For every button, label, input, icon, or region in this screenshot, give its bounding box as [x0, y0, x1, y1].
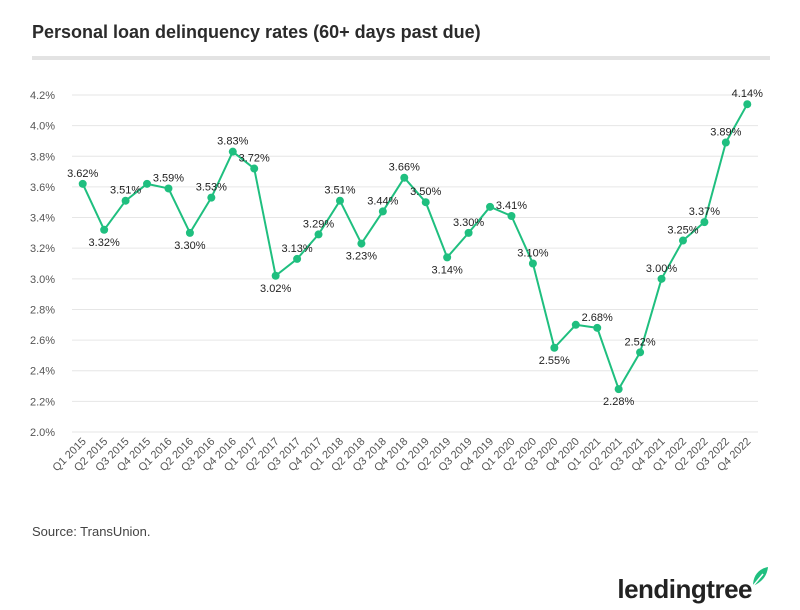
y-tick-label: 4.2% [30, 90, 55, 102]
data-point [185, 228, 194, 237]
data-point [207, 193, 216, 202]
data-point [164, 184, 173, 193]
title-divider [32, 56, 770, 60]
data-point [721, 138, 730, 147]
data-point [293, 254, 302, 263]
data-label: 3.50% [410, 186, 441, 198]
y-tick-label: 2.6% [30, 335, 55, 347]
data-label: 3.29% [303, 218, 334, 230]
data-label: 3.30% [174, 240, 205, 252]
y-tick-label: 2.0% [30, 427, 55, 439]
data-label: 3.59% [153, 172, 184, 184]
data-label: 3.32% [89, 237, 120, 249]
data-label: 3.89% [710, 126, 741, 138]
y-tick-label: 4.0% [30, 121, 55, 133]
data-point [121, 196, 130, 205]
chart-title: Personal loan delinquency rates (60+ day… [32, 22, 481, 42]
data-point [357, 239, 366, 248]
data-point [636, 348, 645, 357]
lendingtree-logo: lendingtree [617, 566, 770, 602]
data-point [593, 323, 602, 332]
data-label: 3.10% [517, 248, 548, 260]
leaf-icon [752, 567, 768, 587]
y-tick-label: 2.4% [30, 366, 55, 378]
data-label: 3.51% [110, 185, 141, 197]
data-point [400, 173, 409, 182]
y-tick-label: 2.2% [30, 396, 55, 408]
data-point [335, 196, 344, 205]
data-label: 2.55% [539, 355, 570, 367]
data-point [464, 228, 473, 237]
data-point [100, 225, 109, 234]
data-label: 3.53% [196, 182, 227, 194]
y-tick-label: 3.8% [30, 151, 55, 163]
data-point [228, 147, 237, 156]
data-point [443, 253, 452, 262]
data-label: 2.52% [624, 336, 655, 348]
data-label: 4.14% [732, 88, 763, 100]
data-label: 3.25% [667, 225, 698, 237]
data-label: 3.83% [217, 136, 248, 148]
data-label: 3.62% [67, 168, 98, 180]
data-point [271, 271, 280, 280]
data-label: 3.72% [239, 153, 270, 165]
y-tick-label: 3.0% [30, 274, 55, 286]
y-tick-label: 3.6% [30, 182, 55, 194]
data-label: 3.37% [689, 206, 720, 218]
data-point [78, 179, 87, 188]
data-label: 3.41% [496, 200, 527, 212]
data-point [421, 198, 430, 207]
data-point [678, 236, 687, 245]
data-label: 3.13% [281, 243, 312, 255]
source-note: Source: TransUnion. [32, 524, 151, 539]
data-label: 3.66% [389, 162, 420, 174]
data-point [657, 274, 666, 283]
logo-text: lendingtree [617, 574, 752, 604]
line-chart: 2.0% 2.2% 2.4% 2.6% 2.8% 3.0% 3.2% 3.4% 3.6% 3.8%… [30, 88, 763, 474]
data-point [614, 385, 623, 394]
data-point [571, 320, 580, 329]
y-tick-label: 2.8% [30, 304, 55, 316]
data-point [700, 218, 709, 227]
data-label: 3.30% [453, 217, 484, 229]
data-label: 3.44% [367, 195, 398, 207]
data-label: 3.14% [432, 264, 463, 276]
data-label: 3.02% [260, 283, 291, 295]
data-label: 3.23% [346, 251, 377, 263]
data-label: 2.68% [582, 312, 613, 324]
data-label: 3.51% [324, 185, 355, 197]
series-line [81, 103, 749, 391]
data-label: 3.00% [646, 263, 677, 275]
y-tick-label: 3.2% [30, 243, 55, 255]
data-point [743, 100, 752, 109]
data-point [143, 179, 152, 188]
y-tick-label: 3.4% [30, 213, 55, 225]
data-point [250, 164, 259, 173]
data-point [314, 230, 323, 239]
data-point [550, 343, 559, 352]
data-point [507, 212, 516, 221]
data-point [528, 259, 537, 268]
data-point [486, 202, 495, 211]
data-point [378, 207, 387, 216]
data-label: 2.28% [603, 396, 634, 408]
